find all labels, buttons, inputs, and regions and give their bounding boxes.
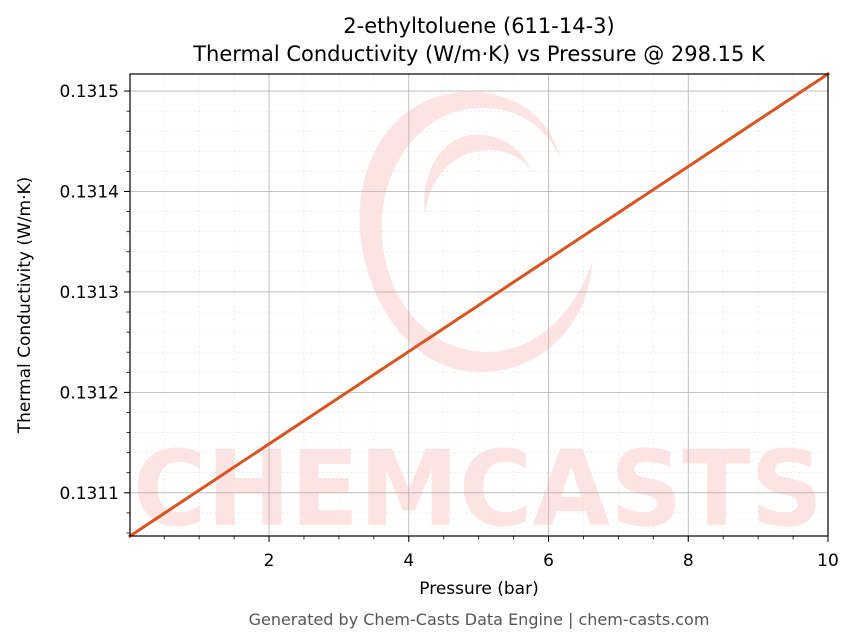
footer-credit: Generated by Chem-Casts Data Engine | ch… <box>249 610 710 629</box>
chart-title-line2: Thermal Conductivity (W/m·K) vs Pressure… <box>192 42 766 66</box>
x-tick-labels: 2 4 6 8 10 <box>264 551 839 571</box>
x-tick-label: 6 <box>543 551 554 571</box>
y-tick-label: 0.1313 <box>60 283 119 303</box>
y-tick-labels: 0.1311 0.1312 0.1313 0.1314 0.1315 <box>60 82 119 504</box>
watermark-swirl <box>359 92 592 372</box>
watermark-swirl-inner <box>424 134 532 215</box>
y-tick-label: 0.1311 <box>60 484 119 504</box>
y-tick-label: 0.1314 <box>60 183 119 203</box>
x-tick-label: 8 <box>683 551 694 571</box>
x-tick-label: 4 <box>403 551 414 571</box>
y-axis-label: Thermal Conductivity (W/m·K) <box>15 177 35 435</box>
x-tick-label: 2 <box>264 551 275 571</box>
x-axis-label: Pressure (bar) <box>419 579 538 599</box>
chart-title-line1: 2-ethyltoluene (611-14-3) <box>343 14 614 38</box>
x-tick-label: 10 <box>817 551 839 571</box>
axis-ticks <box>124 90 829 542</box>
series-line <box>127 71 831 539</box>
y-tick-label: 0.1315 <box>60 82 119 102</box>
watermark: CHEMCASTS <box>133 92 823 550</box>
watermark-text: CHEMCASTS <box>133 428 823 550</box>
series-layer <box>127 71 831 539</box>
y-tick-label: 0.1312 <box>60 383 119 403</box>
